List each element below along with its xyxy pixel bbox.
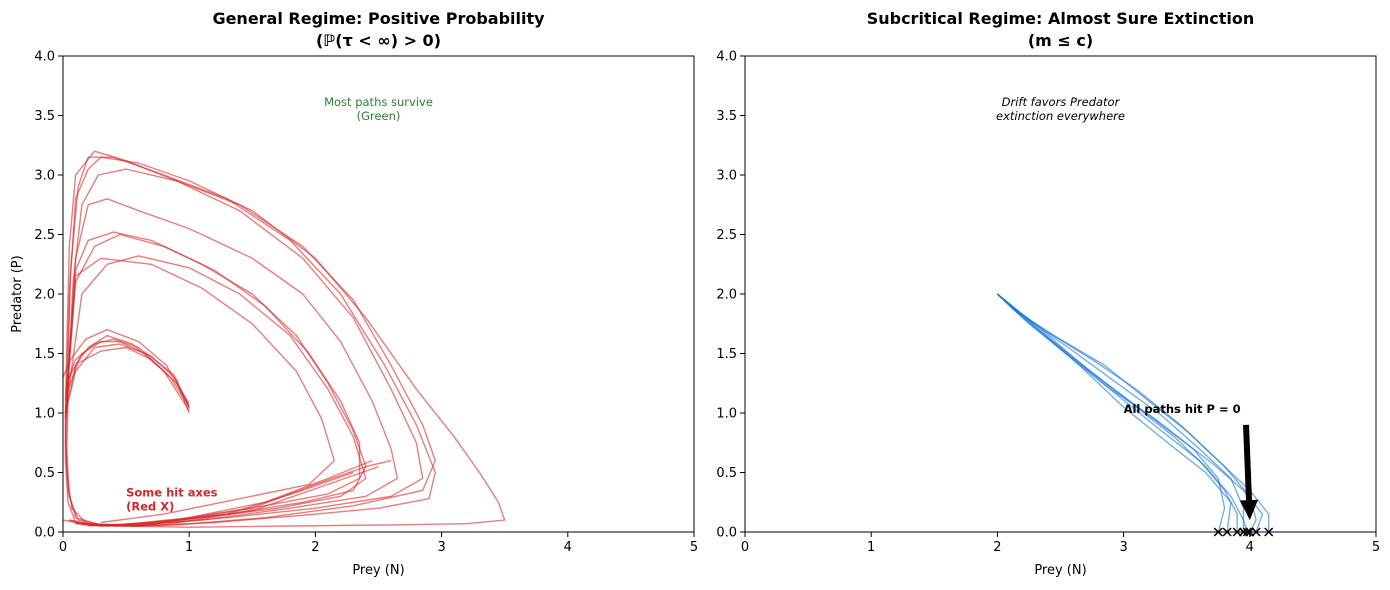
annotation-text: Drift favors Predator bbox=[1002, 95, 1121, 109]
annotation-arrow-shaft bbox=[1243, 424, 1253, 501]
chart-title: Subcritical Regime: Almost Sure Extincti… bbox=[867, 9, 1255, 28]
axes-frame bbox=[744, 55, 1377, 533]
series-line-5 bbox=[63, 329, 190, 407]
y-tick-label: 1.5 bbox=[716, 347, 737, 362]
chart-subtitle: (m ≤ c) bbox=[1028, 31, 1093, 50]
x-tick-label: 1 bbox=[185, 540, 193, 555]
x-tick-label: 5 bbox=[690, 540, 698, 555]
panel-1: 0 1 2 3 4 5 0.0 0.5 1.0 1.5 2.0 2.5 3.0 3.5 4.0 Prey (N… bbox=[10, 9, 698, 578]
series-line-13 bbox=[64, 233, 361, 526]
panel-2: 0 1 2 3 4 5 0.0 0.5 1.0 1.5 2.0 2.5 3.0 3.5 4.0 Prey (N… bbox=[716, 9, 1380, 578]
series-line-15 bbox=[64, 257, 335, 524]
annotation-arrow-head bbox=[1240, 499, 1258, 521]
chart-subtitle: (ℙ(τ < ∞) > 0) bbox=[316, 31, 441, 50]
x-axis-label: Prey (N) bbox=[1034, 563, 1086, 578]
x-axis-label: Prey (N) bbox=[352, 563, 404, 578]
x-tick-label: 0 bbox=[741, 540, 749, 555]
y-axis-label: Predator (P) bbox=[10, 255, 25, 332]
y-tick-label: 2.5 bbox=[34, 228, 55, 243]
x-tick-label: 3 bbox=[437, 540, 445, 555]
y-tick-label: 1.5 bbox=[34, 347, 55, 362]
series-group bbox=[63, 150, 506, 528]
series-line-8 bbox=[996, 293, 1245, 532]
annotation-text: Some hit axes bbox=[126, 485, 218, 499]
annotation-text: (Red X) bbox=[126, 499, 174, 513]
x-tick-label: 3 bbox=[1119, 540, 1127, 555]
y-tick-label: 3.0 bbox=[716, 169, 737, 184]
chart-title: General Regime: Positive Probability bbox=[212, 9, 545, 28]
x-tick-label: 4 bbox=[564, 540, 572, 555]
x-tick-label: 0 bbox=[59, 540, 67, 555]
series-line-7 bbox=[63, 156, 506, 528]
series-group bbox=[996, 293, 1270, 532]
y-tick-label: 4.0 bbox=[716, 50, 737, 65]
y-tick-label: 0.0 bbox=[716, 526, 737, 541]
x-tick-label: 2 bbox=[311, 540, 319, 555]
y-tick-label: 2.5 bbox=[716, 228, 737, 243]
y-tick-label: 0.0 bbox=[34, 526, 55, 541]
series-line-7 bbox=[996, 293, 1264, 532]
y-tick-label: 4.0 bbox=[34, 50, 55, 65]
y-tick-label: 1.0 bbox=[716, 407, 737, 422]
annotation-text: Most paths survive bbox=[324, 95, 433, 109]
y-tick-label: 3.5 bbox=[34, 109, 55, 124]
x-tick-label: 4 bbox=[1246, 540, 1254, 555]
series-line-2 bbox=[996, 293, 1238, 532]
x-tick-label: 1 bbox=[867, 540, 875, 555]
y-tick-label: 2.0 bbox=[716, 288, 737, 303]
annotation-text: extinction everywhere bbox=[996, 109, 1125, 123]
series-line-14 bbox=[64, 255, 367, 526]
axes-frame bbox=[62, 55, 695, 533]
annotation-text: (Green) bbox=[357, 109, 401, 123]
y-tick-label: 1.0 bbox=[34, 407, 55, 422]
series-line-6 bbox=[996, 293, 1226, 532]
y-tick-label: 3.5 bbox=[716, 109, 737, 124]
series-line-4 bbox=[996, 293, 1232, 532]
x-tick-label: 5 bbox=[1372, 540, 1380, 555]
y-tick-label: 0.5 bbox=[34, 466, 55, 481]
x-tick-label: 2 bbox=[993, 540, 1001, 555]
series-line-1 bbox=[64, 340, 392, 527]
series-line-10 bbox=[66, 168, 424, 526]
y-tick-label: 3.0 bbox=[34, 169, 55, 184]
annotation-text: All paths hit P = 0 bbox=[1124, 402, 1241, 416]
series-line-9 bbox=[64, 150, 436, 527]
y-tick-label: 0.5 bbox=[716, 466, 737, 481]
y-tick-label: 2.0 bbox=[34, 288, 55, 303]
series-line-11 bbox=[64, 198, 399, 527]
